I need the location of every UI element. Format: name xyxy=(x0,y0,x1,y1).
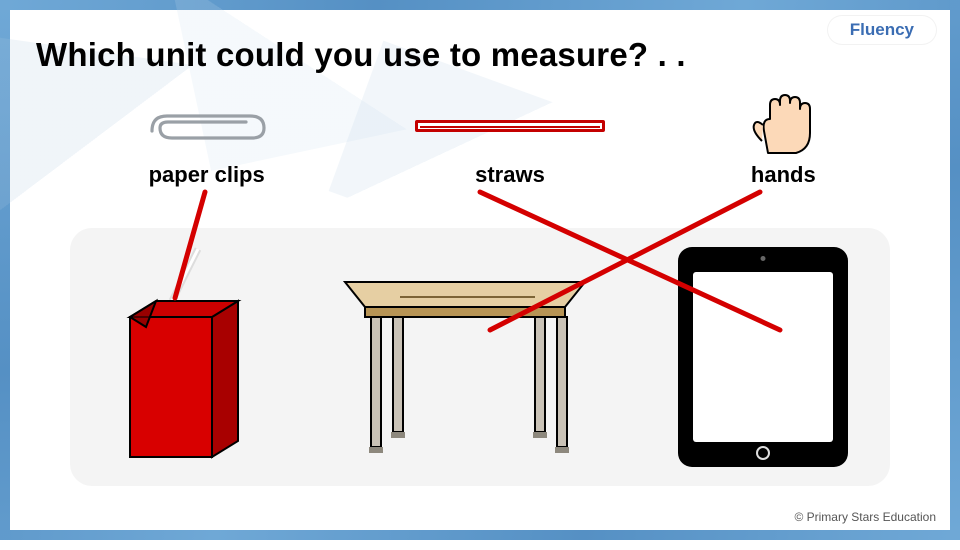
unit-label: straws xyxy=(415,162,605,188)
fluency-badge: Fluency xyxy=(828,16,936,44)
table-icon xyxy=(335,252,595,462)
units-row: paper clips straws hands xyxy=(10,98,950,188)
question-title: Which unit could you use to measure? . . xyxy=(36,36,686,74)
straw-icon xyxy=(415,98,605,154)
tablet-screen xyxy=(693,272,833,442)
unit-label: hands xyxy=(748,162,818,188)
objects-row xyxy=(70,228,890,486)
unit-label: paper clips xyxy=(142,162,272,188)
tablet-icon xyxy=(678,247,848,467)
unit-hands: hands xyxy=(748,98,818,188)
tablet-camera-icon xyxy=(761,256,766,261)
unit-paperclips: paper clips xyxy=(142,98,272,188)
unit-straws: straws xyxy=(415,98,605,188)
juice-box-icon xyxy=(112,247,252,467)
hand-icon xyxy=(748,98,818,154)
paperclip-icon xyxy=(142,98,272,154)
copyright-footer: © Primary Stars Education xyxy=(794,510,936,524)
slide: Fluency Which unit could you use to meas… xyxy=(0,0,960,540)
tablet-home-button-icon xyxy=(756,446,770,460)
